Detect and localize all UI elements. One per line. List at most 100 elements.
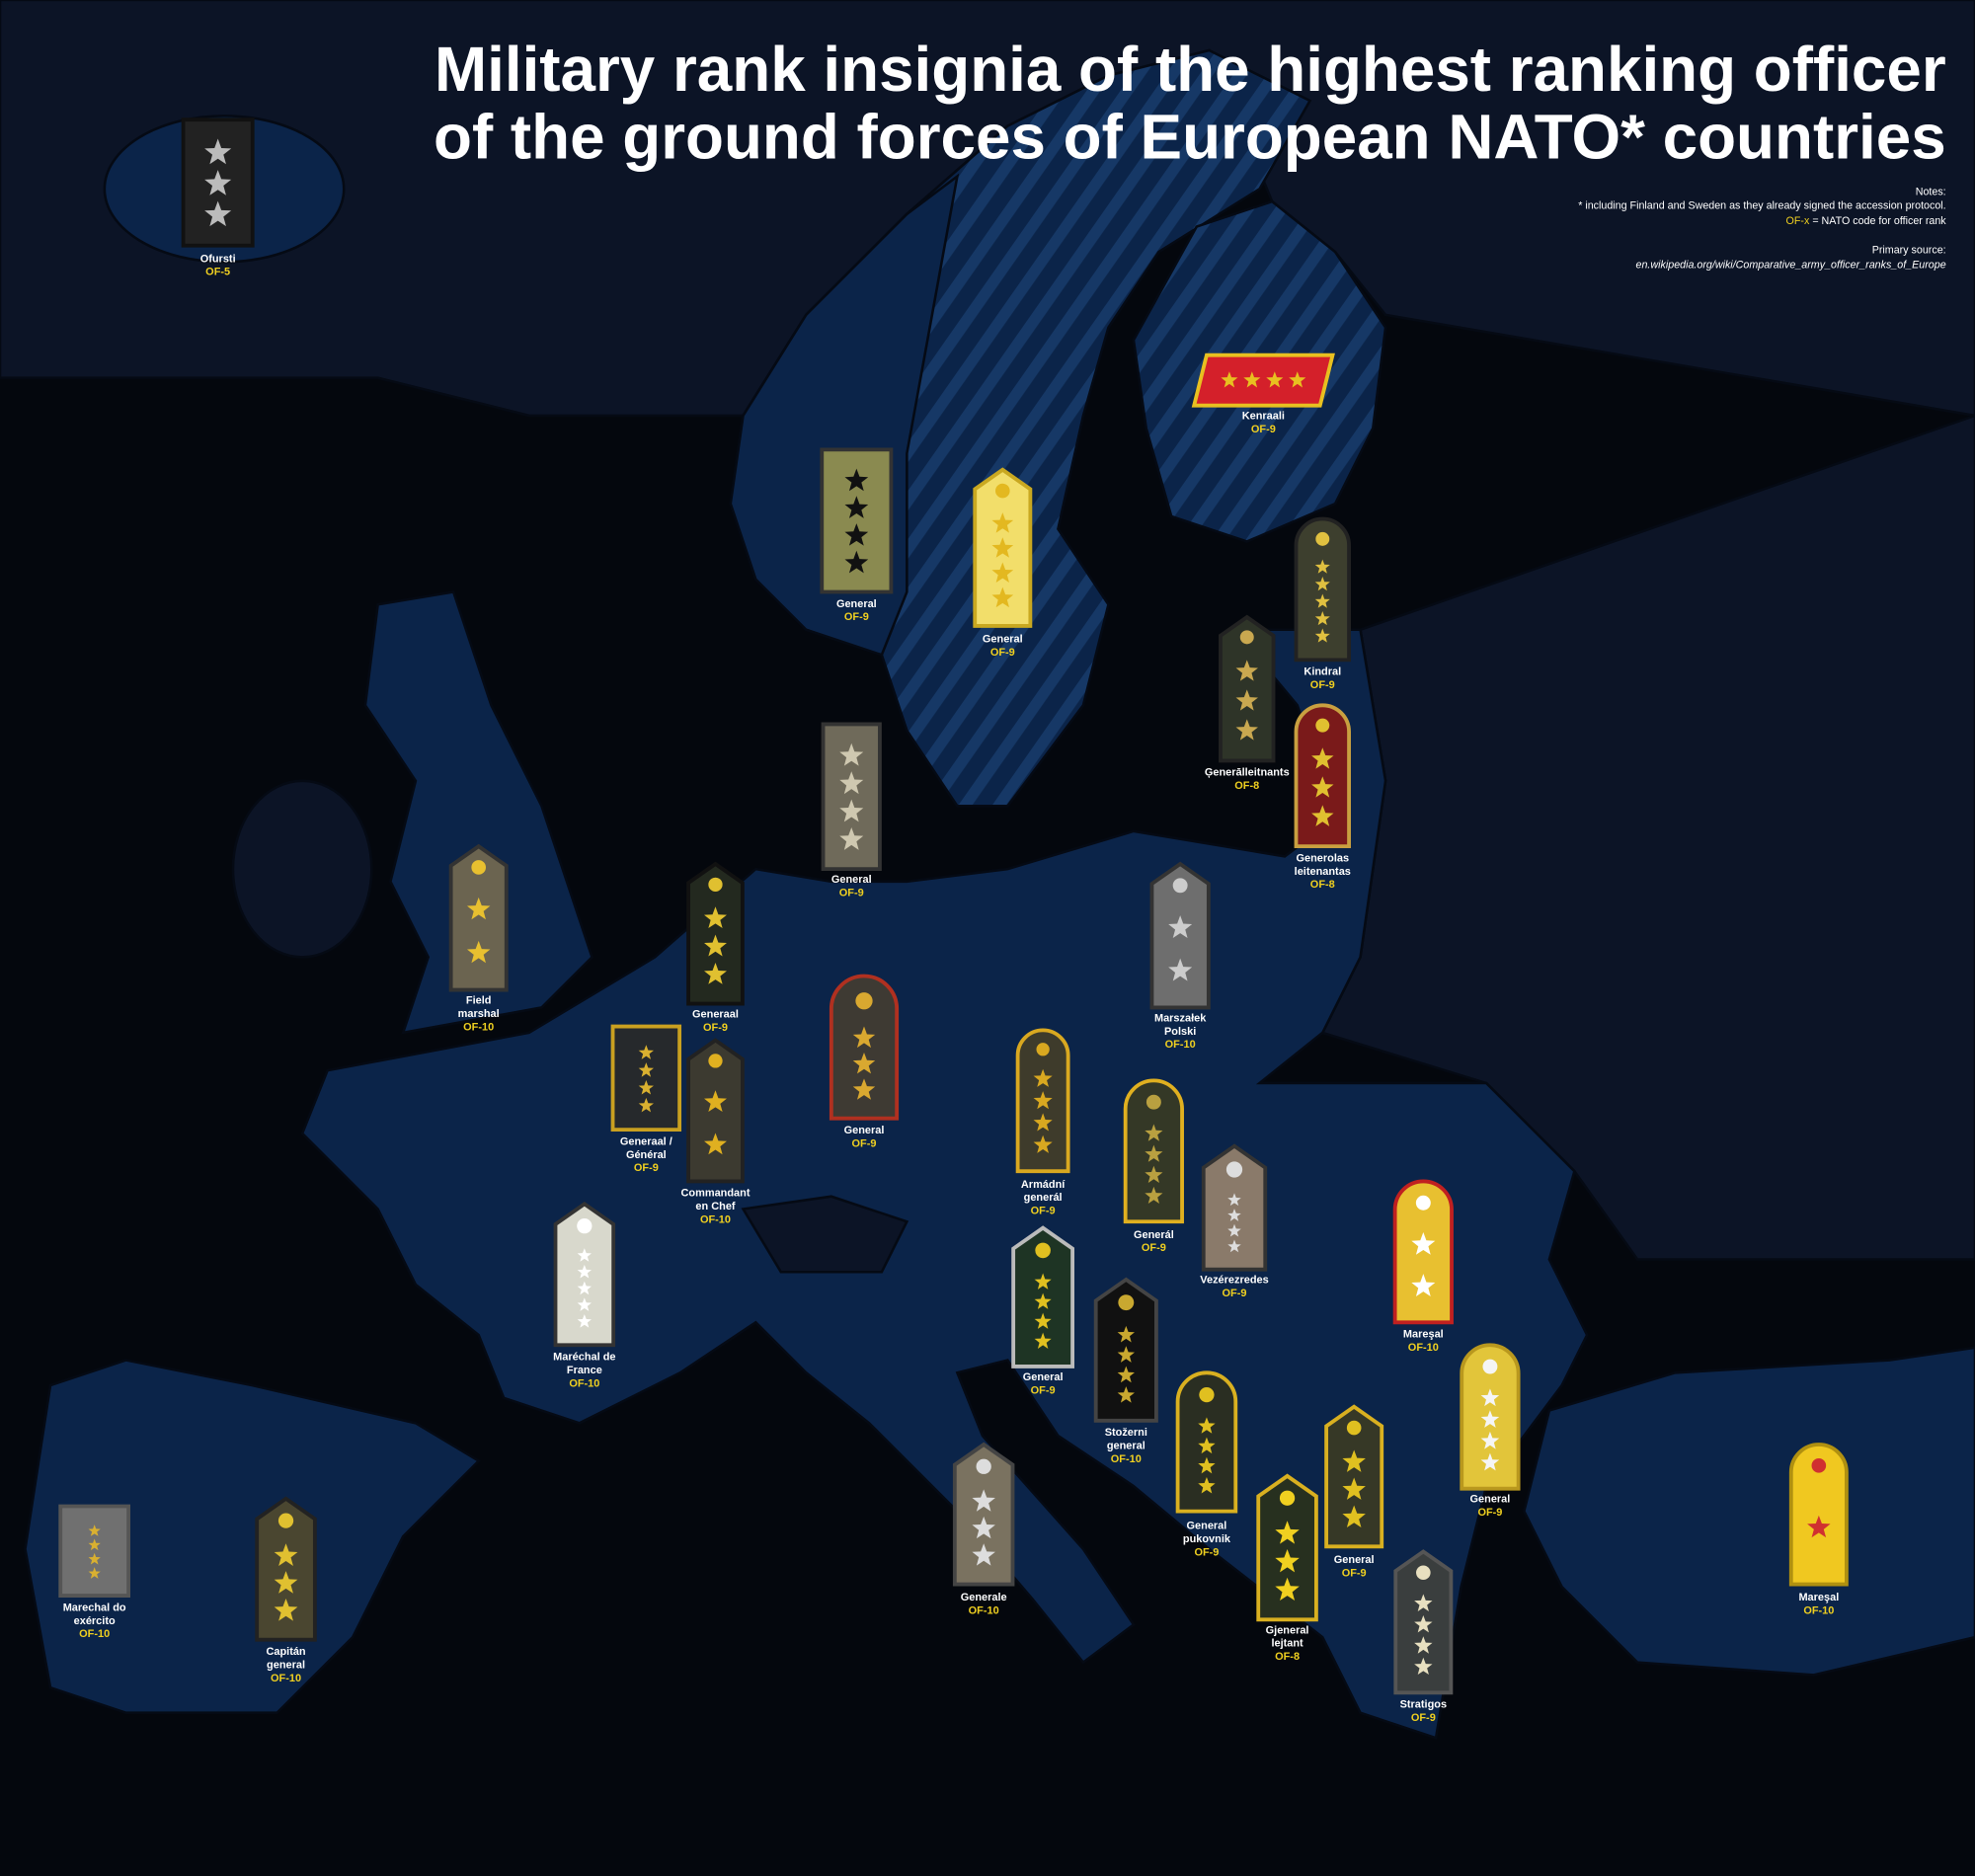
star bbox=[1145, 1165, 1163, 1183]
rank-code: OF-9 bbox=[839, 888, 864, 899]
star bbox=[274, 1599, 298, 1621]
rank-code: OF-10 bbox=[1408, 1342, 1439, 1354]
button bbox=[1315, 718, 1330, 733]
star bbox=[577, 1264, 592, 1279]
star bbox=[1807, 1515, 1831, 1538]
star bbox=[991, 586, 1014, 608]
star bbox=[1235, 689, 1258, 711]
star bbox=[274, 1571, 298, 1594]
star bbox=[1235, 660, 1258, 681]
star bbox=[704, 1133, 727, 1155]
star bbox=[88, 1552, 101, 1565]
rank-code: OF-9 bbox=[1031, 1206, 1056, 1217]
star bbox=[1117, 1366, 1135, 1383]
star bbox=[577, 1297, 592, 1311]
rank-name: Capitán bbox=[266, 1646, 305, 1658]
star bbox=[1414, 1614, 1433, 1633]
rank-name: Generale bbox=[961, 1592, 1007, 1603]
rank-name: Generaal bbox=[692, 1009, 739, 1021]
star bbox=[1411, 1231, 1436, 1255]
rank-code: OF-10 bbox=[1165, 1039, 1196, 1051]
button bbox=[1225, 1161, 1243, 1178]
star bbox=[577, 1248, 592, 1262]
rank-code: OF-9 bbox=[1223, 1288, 1247, 1299]
star bbox=[1198, 1437, 1216, 1454]
star bbox=[1198, 1477, 1216, 1494]
star bbox=[972, 1516, 995, 1539]
shoulder-board bbox=[1294, 516, 1351, 663]
star bbox=[1168, 915, 1193, 938]
rank-name: General bbox=[1470, 1494, 1511, 1506]
star bbox=[638, 1045, 654, 1059]
rank-name: general bbox=[1107, 1440, 1146, 1451]
rank-name: Armádní bbox=[1021, 1179, 1066, 1191]
star bbox=[204, 138, 232, 165]
button bbox=[976, 1458, 991, 1474]
rank-code: OF-9 bbox=[1142, 1242, 1166, 1254]
star bbox=[204, 200, 232, 227]
star bbox=[1145, 1186, 1163, 1205]
star bbox=[1227, 1239, 1241, 1253]
rank-code: OF-9 bbox=[1477, 1507, 1502, 1519]
star bbox=[638, 1080, 654, 1095]
footnote: * including Finland and Sweden as they a… bbox=[1578, 200, 1945, 212]
star bbox=[1414, 1657, 1433, 1676]
rank-name: leitenantas bbox=[1295, 866, 1351, 878]
uk bbox=[363, 590, 593, 1035]
rank-name: exército bbox=[74, 1615, 116, 1627]
star bbox=[88, 1538, 101, 1551]
star bbox=[844, 468, 869, 492]
rank-name: France bbox=[567, 1365, 602, 1376]
rank-code: OF-8 bbox=[1234, 780, 1259, 792]
button bbox=[1416, 1565, 1431, 1581]
shoulder-board bbox=[1256, 1473, 1318, 1622]
star bbox=[852, 1078, 876, 1100]
button bbox=[277, 1513, 294, 1528]
rank-name: Marechal do bbox=[63, 1602, 126, 1613]
rank-name: Generál bbox=[1134, 1229, 1174, 1241]
rank-code: OF-9 bbox=[990, 647, 1015, 659]
star bbox=[839, 827, 864, 850]
rank-name: General bbox=[1187, 1520, 1227, 1531]
shoulder-board bbox=[829, 974, 900, 1121]
rank-code: OF-8 bbox=[1275, 1651, 1300, 1663]
button bbox=[855, 992, 873, 1010]
button bbox=[1415, 1195, 1431, 1211]
star bbox=[1235, 719, 1258, 741]
rank-name: Ģenerālleitnants bbox=[1205, 767, 1290, 779]
shoulder-board bbox=[1219, 614, 1276, 763]
button bbox=[1811, 1458, 1827, 1473]
star bbox=[1145, 1124, 1163, 1141]
rank-name: General bbox=[1334, 1554, 1375, 1566]
button bbox=[1346, 1420, 1362, 1436]
star bbox=[577, 1281, 592, 1295]
star bbox=[704, 906, 727, 929]
rank-code: OF-9 bbox=[1251, 424, 1276, 435]
rank-name: Kindral bbox=[1304, 666, 1341, 678]
shoulder-board bbox=[952, 1442, 1015, 1587]
rank-code: OF-9 bbox=[634, 1162, 659, 1174]
star bbox=[577, 1314, 592, 1328]
rank-code: OF-10 bbox=[1111, 1453, 1142, 1465]
code-key: OF-x = NATO code for officer rank bbox=[1786, 215, 1947, 227]
button bbox=[995, 483, 1010, 499]
rank-name: Vezérezredes bbox=[1200, 1275, 1268, 1287]
star bbox=[852, 1026, 876, 1049]
button bbox=[1315, 531, 1330, 546]
star bbox=[88, 1567, 101, 1579]
star bbox=[1414, 1594, 1433, 1612]
star bbox=[1117, 1325, 1135, 1343]
